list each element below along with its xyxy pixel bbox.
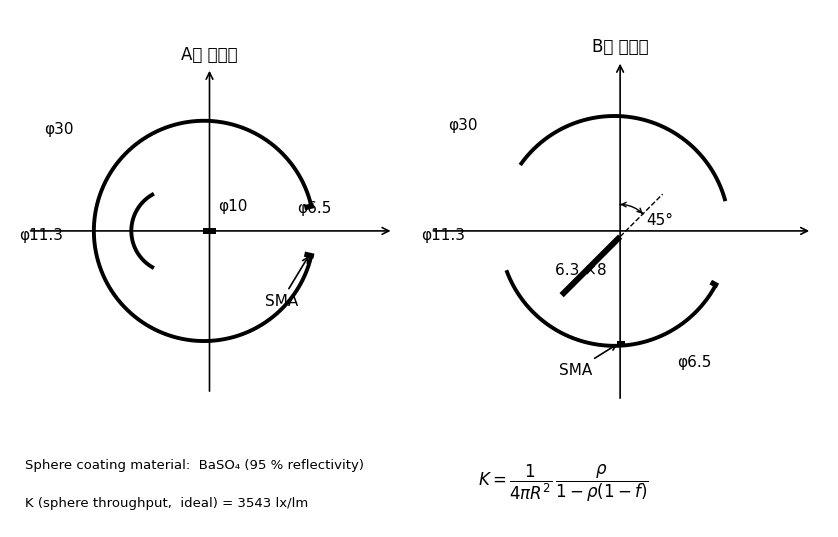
Text: A형 적분구: A형 적분구	[181, 46, 238, 63]
Text: φ6.5: φ6.5	[678, 354, 712, 369]
Text: φ6.5: φ6.5	[297, 201, 332, 216]
Text: 45°: 45°	[647, 213, 674, 228]
Text: $K = \dfrac{1}{4\pi R^2}\,\dfrac{\rho}{1-\rho(1-f)}$: $K = \dfrac{1}{4\pi R^2}\,\dfrac{\rho}{1…	[478, 463, 649, 504]
Text: 6.3 ×8: 6.3 ×8	[555, 263, 606, 278]
Text: φ11.3: φ11.3	[422, 228, 465, 243]
Text: φ30: φ30	[447, 118, 477, 133]
Text: SMA: SMA	[265, 257, 308, 309]
Text: Sphere coating material:  BaSO₄ (95 % reflectivity): Sphere coating material: BaSO₄ (95 % ref…	[25, 459, 365, 472]
Text: B형 적분구: B형 적분구	[592, 38, 649, 56]
Text: SMA: SMA	[559, 345, 616, 378]
Text: φ10: φ10	[219, 199, 248, 214]
Text: K (sphere throughput,  ideal) = 3543 lx/lm: K (sphere throughput, ideal) = 3543 lx/l…	[25, 497, 308, 510]
Text: φ30: φ30	[44, 122, 74, 137]
Text: φ11.3: φ11.3	[19, 228, 63, 243]
